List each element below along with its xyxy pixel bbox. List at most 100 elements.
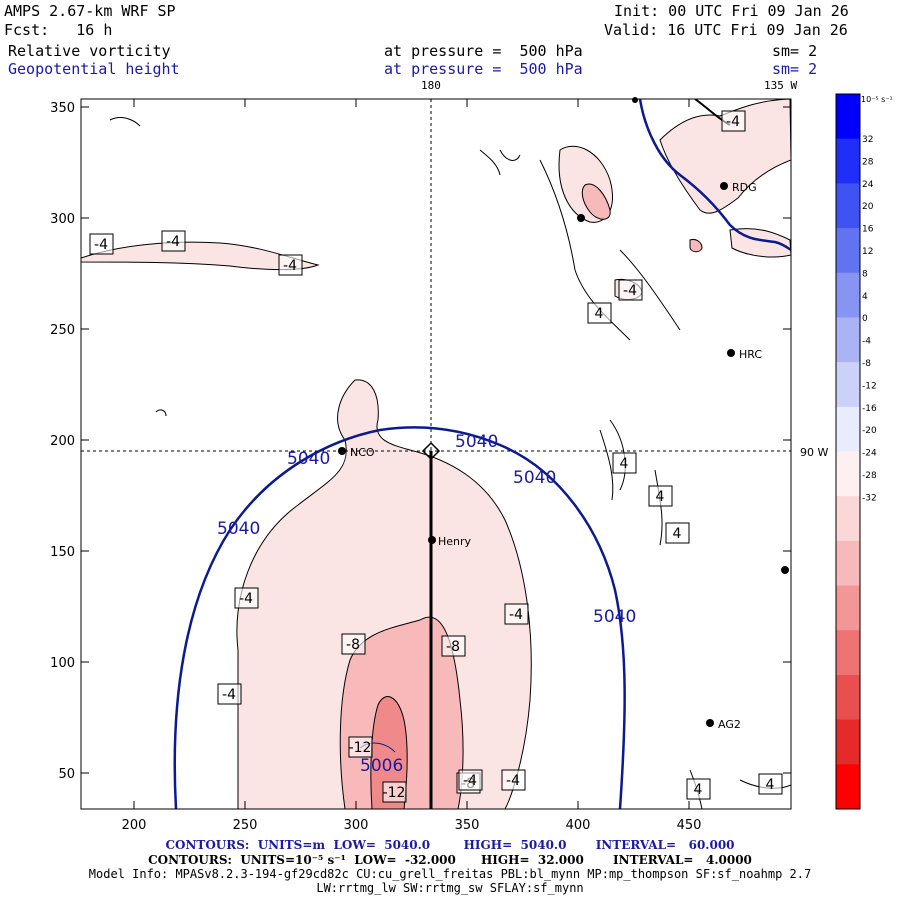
colorbar-segment bbox=[836, 451, 860, 497]
station-marker bbox=[781, 566, 789, 574]
station-label: AG2 bbox=[718, 718, 741, 731]
svg-text:-4: -4 bbox=[463, 773, 477, 789]
field1-level: at pressure = 500 hPa bbox=[384, 42, 583, 60]
vorticity-label: -12 bbox=[382, 781, 407, 803]
colorbar: 32 28 24 20 16 12 8 4 0 -4 -8 -12 -16 -20 -24 -28 -32 bbox=[835, 93, 877, 810]
svg-text:-4: -4 bbox=[623, 283, 637, 299]
station-marker bbox=[632, 97, 638, 103]
svg-text:-4: -4 bbox=[726, 114, 740, 130]
station-henry: Henry bbox=[428, 535, 472, 548]
height-label: 5006 bbox=[360, 756, 403, 776]
geopotential-5040-contour bbox=[173, 426, 626, 809]
x-tick-label: 350 bbox=[455, 818, 480, 833]
station-label: RDG bbox=[732, 181, 757, 194]
vorticity-label: -4 bbox=[278, 254, 303, 276]
vorticity-label: -4 bbox=[721, 110, 746, 132]
vorticity-contour-info: CONTOURS: UNITS=10⁻⁵ s⁻¹ LOW= -32.000 HI… bbox=[148, 853, 752, 867]
vorticity-label: -4 bbox=[618, 279, 643, 301]
colorbar-segment bbox=[836, 719, 860, 765]
vorticity-label: -4 bbox=[161, 230, 186, 252]
vorticity-label: 4 bbox=[758, 773, 783, 795]
south-pole-marker bbox=[421, 441, 441, 461]
height-label: 5040 bbox=[217, 519, 260, 539]
svg-text:-4: -4 bbox=[94, 237, 108, 253]
colorbar-label: 16 bbox=[862, 225, 874, 235]
colorbar-segment bbox=[836, 585, 860, 631]
svg-text:4: 4 bbox=[673, 526, 682, 542]
colorbar-label: -4 bbox=[862, 337, 871, 347]
height-label: 5040 bbox=[455, 432, 498, 452]
height-label: 5040 bbox=[593, 607, 636, 627]
svg-text:4: 4 bbox=[694, 782, 703, 798]
y-tick-label: 350 bbox=[50, 101, 75, 116]
colorbar-label: 0 bbox=[862, 314, 868, 324]
colorbar-segment bbox=[836, 138, 860, 184]
x-tick-label: 250 bbox=[233, 818, 258, 833]
field2-level: at pressure = 500 hPa bbox=[384, 60, 583, 78]
y-tick-label: 250 bbox=[50, 323, 75, 338]
model-info: Model Info: MPASv8.2.3-194-gf29cd82c CU:… bbox=[88, 867, 812, 881]
station-rdg: RDG bbox=[720, 181, 757, 194]
vorticity-label: 4 bbox=[612, 452, 637, 474]
svg-text:-12: -12 bbox=[349, 740, 372, 756]
colorbar-label: -16 bbox=[862, 404, 877, 414]
colorbar-label: -32 bbox=[862, 493, 877, 503]
height-label: 5040 bbox=[287, 449, 330, 469]
colorbar-label: -20 bbox=[862, 426, 877, 436]
colorbar-label: 32 bbox=[862, 135, 873, 145]
station-marker bbox=[577, 214, 585, 222]
y-tick-label: 100 bbox=[50, 656, 75, 671]
field1-smoothing: sm= 2 bbox=[772, 42, 818, 60]
vorticity-label: -8 bbox=[341, 633, 366, 655]
coastline bbox=[638, 99, 791, 252]
colorbar-segment bbox=[836, 630, 860, 676]
x-tick-label: 300 bbox=[344, 818, 369, 833]
lon-label-180: 180 bbox=[421, 79, 441, 92]
colorbar-label: 20 bbox=[862, 202, 874, 212]
colorbar-segment bbox=[836, 362, 860, 408]
x-tick-label: 200 bbox=[122, 818, 147, 833]
svg-text:-8: -8 bbox=[446, 639, 460, 655]
station-label: NCO bbox=[350, 446, 375, 459]
colorbar-label: -28 bbox=[862, 471, 877, 481]
colorbar-segment bbox=[836, 540, 860, 587]
y-tick-label: 300 bbox=[50, 212, 75, 227]
station-hrc: HRC bbox=[727, 348, 762, 361]
colorbar-segment bbox=[836, 406, 860, 452]
x-axis: 200 250 300 350 400 450 bbox=[122, 99, 702, 833]
colorbar-label: 24 bbox=[862, 180, 874, 190]
station-ag2: AG2 bbox=[706, 718, 741, 731]
colorbar-segment bbox=[836, 228, 860, 274]
vorticity-label: 4 bbox=[665, 522, 690, 544]
x-tick-label: 450 bbox=[677, 818, 702, 833]
field1-name: Relative vorticity bbox=[8, 42, 171, 60]
y-axis: 350 300 250 200 150 100 50 bbox=[50, 101, 791, 782]
station-nco: NCO bbox=[338, 446, 375, 459]
svg-text:4: 4 bbox=[595, 306, 604, 322]
vorticity-label: -4 bbox=[504, 603, 529, 625]
svg-text:-4: -4 bbox=[283, 258, 297, 274]
svg-text:4: 4 bbox=[656, 489, 665, 505]
colorbar-unit: 10⁻⁵ s⁻¹ bbox=[861, 95, 893, 104]
svg-text:-4: -4 bbox=[239, 591, 253, 607]
svg-text:4: 4 bbox=[620, 456, 629, 472]
svg-text:-4: -4 bbox=[222, 687, 236, 703]
svg-text:4: 4 bbox=[766, 777, 775, 793]
svg-text:-4: -4 bbox=[166, 234, 180, 250]
init-time: Init: 00 UTC Fri 09 Jan 26 bbox=[614, 2, 849, 20]
vorticity-label: 4 bbox=[587, 302, 612, 324]
field2-name: Geopotential height bbox=[8, 60, 180, 78]
y-tick-label: 150 bbox=[50, 545, 75, 560]
vorticity-label: -8 bbox=[441, 635, 466, 657]
vorticity-label: -12 bbox=[348, 736, 373, 758]
colorbar-segment bbox=[836, 272, 860, 318]
field2-smoothing: sm= 2 bbox=[772, 60, 818, 78]
colorbar-label: 28 bbox=[862, 157, 874, 167]
model-title: AMPS 2.67-km WRF SP bbox=[4, 2, 176, 20]
svg-text:-8: -8 bbox=[346, 637, 360, 653]
colorbar-segment bbox=[836, 317, 860, 363]
colorbar-label: 4 bbox=[862, 292, 868, 302]
vorticity-label: -4 bbox=[89, 233, 114, 255]
lon-label-135w: 135 W bbox=[764, 79, 798, 92]
